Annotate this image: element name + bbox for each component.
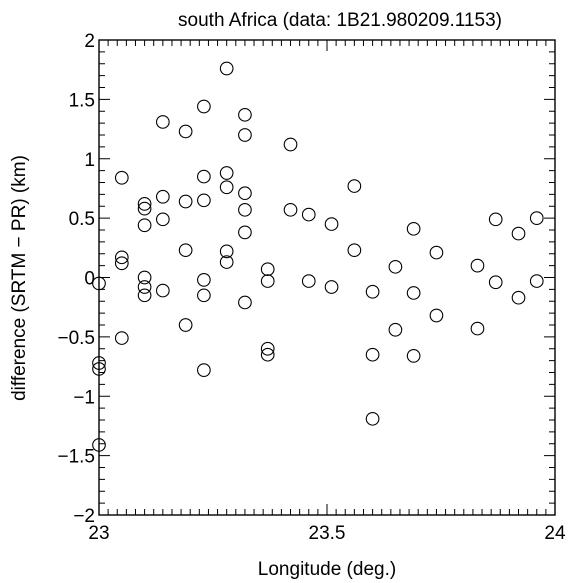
data-point bbox=[365, 347, 380, 362]
data-point bbox=[114, 250, 129, 265]
data-point bbox=[197, 99, 211, 114]
x-tick-label: 23 bbox=[88, 523, 109, 544]
data-point bbox=[197, 169, 211, 184]
data-point bbox=[365, 411, 380, 426]
data-point bbox=[511, 290, 526, 305]
data-point bbox=[238, 186, 252, 201]
y-axis-label: difference (SRTM − PR) (km) bbox=[9, 155, 30, 401]
data-point bbox=[365, 284, 380, 299]
data-point bbox=[429, 308, 444, 323]
data-point bbox=[155, 212, 170, 227]
data-point bbox=[178, 318, 193, 332]
data-point bbox=[92, 276, 106, 291]
data-point bbox=[219, 166, 234, 180]
data-point bbox=[238, 128, 252, 142]
data-point bbox=[92, 438, 106, 452]
data-point bbox=[178, 194, 193, 209]
x-tick-label: 23.5 bbox=[309, 523, 346, 544]
data-point bbox=[488, 275, 503, 290]
data-point bbox=[260, 262, 275, 277]
data-point bbox=[92, 356, 106, 370]
data-point bbox=[238, 225, 252, 240]
y-tick-label: 2 bbox=[84, 31, 95, 52]
data-point bbox=[197, 193, 211, 208]
y-tick-label: −2 bbox=[73, 506, 95, 527]
data-point bbox=[511, 226, 526, 241]
x-tick-label: 24 bbox=[544, 523, 566, 544]
data-point bbox=[219, 244, 234, 259]
data-point bbox=[92, 362, 106, 376]
data-point bbox=[429, 245, 444, 260]
data-point bbox=[137, 218, 152, 233]
data-point bbox=[301, 207, 316, 222]
data-point bbox=[260, 341, 275, 356]
data-point bbox=[406, 286, 421, 300]
data-point bbox=[347, 243, 362, 258]
data-point bbox=[470, 321, 485, 336]
data-point bbox=[406, 349, 421, 363]
data-point bbox=[529, 274, 544, 288]
data-point bbox=[260, 347, 275, 362]
data-point bbox=[388, 322, 403, 337]
data-point bbox=[219, 180, 234, 195]
data-point bbox=[324, 280, 339, 294]
y-tick-label: 1.5 bbox=[69, 90, 95, 111]
plot-frame bbox=[98, 39, 556, 516]
data-point bbox=[406, 221, 421, 236]
y-tick-label: −1 bbox=[73, 387, 95, 408]
data-point bbox=[219, 61, 234, 76]
data-point bbox=[114, 331, 129, 345]
axis-ticks bbox=[98, 39, 556, 516]
data-point bbox=[155, 115, 170, 129]
y-tick-label: 0 bbox=[84, 269, 95, 290]
data-point bbox=[283, 137, 298, 152]
y-tick-label: 0.5 bbox=[69, 209, 95, 230]
y-tick-label: −0.5 bbox=[57, 328, 95, 349]
data-point bbox=[114, 256, 129, 271]
data-point bbox=[283, 202, 298, 217]
data-point bbox=[137, 197, 152, 211]
data-point bbox=[197, 288, 211, 303]
tick-labels: 23 23.5 24 −2 −1.5 −1 −0.5 0 0.5 1 1.5 2 bbox=[57, 31, 566, 544]
x-axis-label: Longitude (deg.) bbox=[258, 559, 396, 580]
data-point bbox=[155, 189, 170, 204]
data-points bbox=[92, 61, 544, 452]
y-tick-label: 1 bbox=[84, 150, 95, 171]
data-point bbox=[238, 107, 252, 122]
data-point bbox=[137, 201, 152, 216]
y-tick-label: −1.5 bbox=[57, 447, 95, 468]
data-point bbox=[197, 273, 211, 287]
data-point bbox=[178, 243, 193, 258]
data-point bbox=[324, 217, 339, 231]
data-point bbox=[238, 295, 252, 310]
chart-title: south Africa (data: 1B21.980209.1153) bbox=[178, 10, 502, 31]
data-point bbox=[301, 274, 316, 288]
data-point bbox=[114, 170, 129, 185]
data-point bbox=[260, 274, 275, 288]
data-point bbox=[137, 280, 152, 294]
data-point bbox=[155, 283, 170, 298]
data-point bbox=[178, 124, 193, 139]
data-point bbox=[470, 258, 485, 273]
data-point bbox=[197, 363, 211, 377]
data-point bbox=[238, 202, 252, 217]
data-point bbox=[347, 179, 362, 193]
data-point bbox=[137, 270, 152, 285]
data-point bbox=[488, 212, 503, 227]
data-point bbox=[529, 211, 544, 225]
data-point bbox=[137, 288, 152, 303]
data-point bbox=[219, 255, 234, 269]
data-point bbox=[388, 259, 403, 274]
